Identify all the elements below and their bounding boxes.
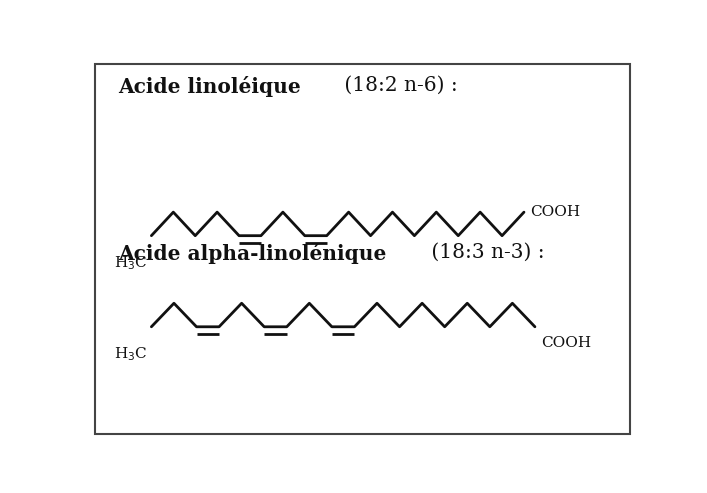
Text: (18:2 n-6) :: (18:2 n-6) : xyxy=(338,76,457,95)
Text: Acide linoléique: Acide linoléique xyxy=(119,76,301,97)
Text: (18:3 n-3) :: (18:3 n-3) : xyxy=(426,243,545,262)
Text: H$_3$C: H$_3$C xyxy=(114,254,147,272)
Text: COOH: COOH xyxy=(542,336,592,350)
Text: COOH: COOH xyxy=(530,205,580,219)
Text: H$_3$C: H$_3$C xyxy=(114,345,147,363)
Text: Acide alpha-linolénique: Acide alpha-linolénique xyxy=(119,243,387,264)
